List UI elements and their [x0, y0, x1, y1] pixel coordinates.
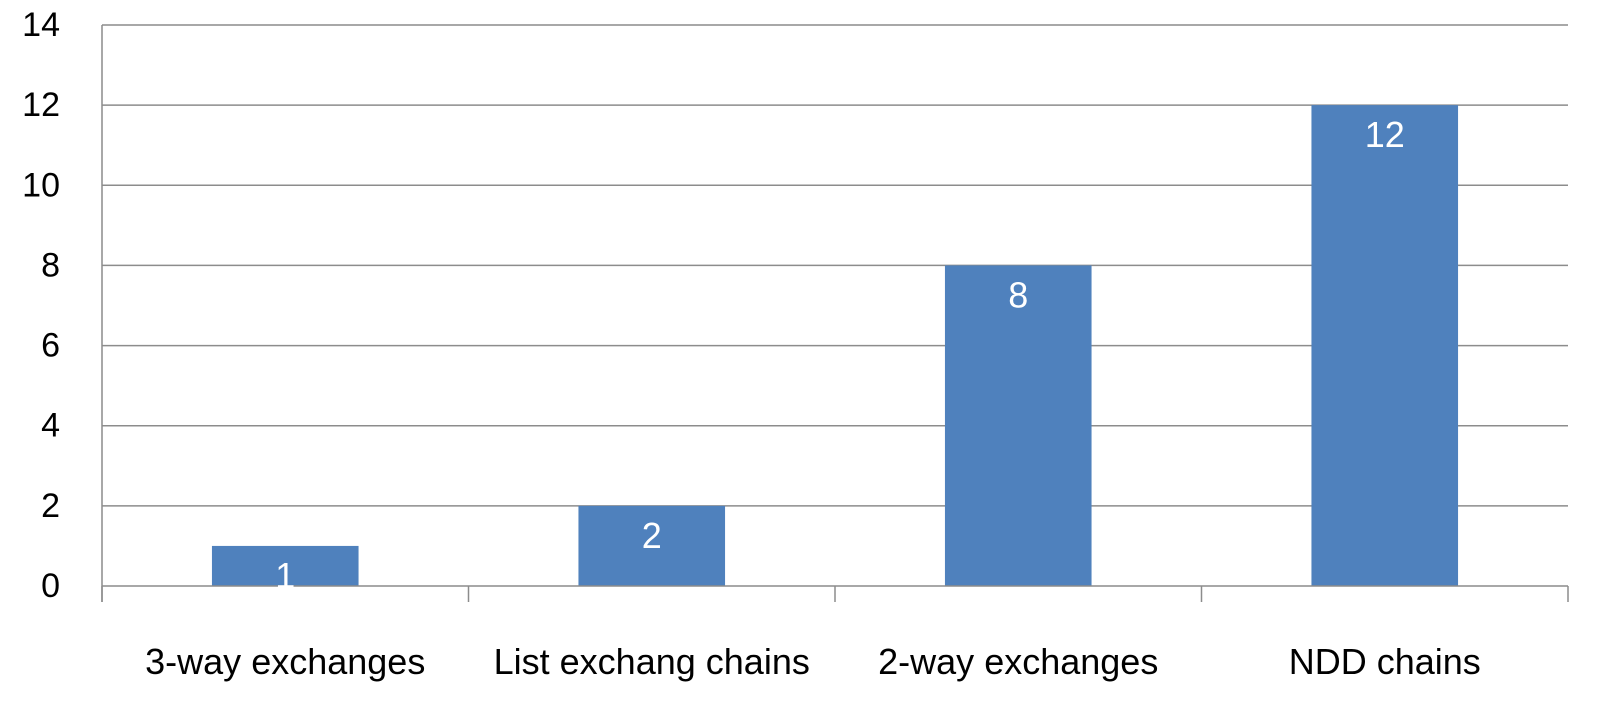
- y-tick-label: 6: [41, 327, 60, 365]
- y-tick-label: 2: [41, 487, 60, 525]
- gridlines: [102, 24, 1568, 507]
- axis-mask: [103, 587, 1569, 627]
- data-label: 12: [1365, 114, 1405, 155]
- data-label: 1: [275, 555, 295, 596]
- bars: [211, 105, 1459, 587]
- bar-1: [211, 545, 359, 586]
- x-tick-label: NDD chains: [1289, 641, 1481, 682]
- data-label: 8: [1008, 274, 1028, 315]
- bar-3: [944, 265, 1092, 586]
- labels: 0 2 4 6 8 10 12 14 1 3-way exchanges 2 List exchang…: [22, 6, 1481, 682]
- x-tick-label: 2-way exchanges: [878, 641, 1158, 682]
- y-tick-label: 14: [22, 6, 60, 44]
- y-tick-label: 12: [22, 86, 60, 124]
- y-tick-label: 8: [41, 246, 60, 284]
- bar-4: [1311, 105, 1459, 587]
- y-tick-label: 0: [41, 567, 60, 605]
- x-tick-label: 3-way exchanges: [145, 641, 425, 682]
- data-label: 2: [642, 515, 662, 556]
- x-tick-label: List exchang chains: [494, 641, 810, 682]
- y-tick-label: 10: [22, 166, 60, 204]
- bar-2: [578, 505, 726, 586]
- axes: [101, 25, 1569, 627]
- y-tick-label: 4: [41, 407, 60, 445]
